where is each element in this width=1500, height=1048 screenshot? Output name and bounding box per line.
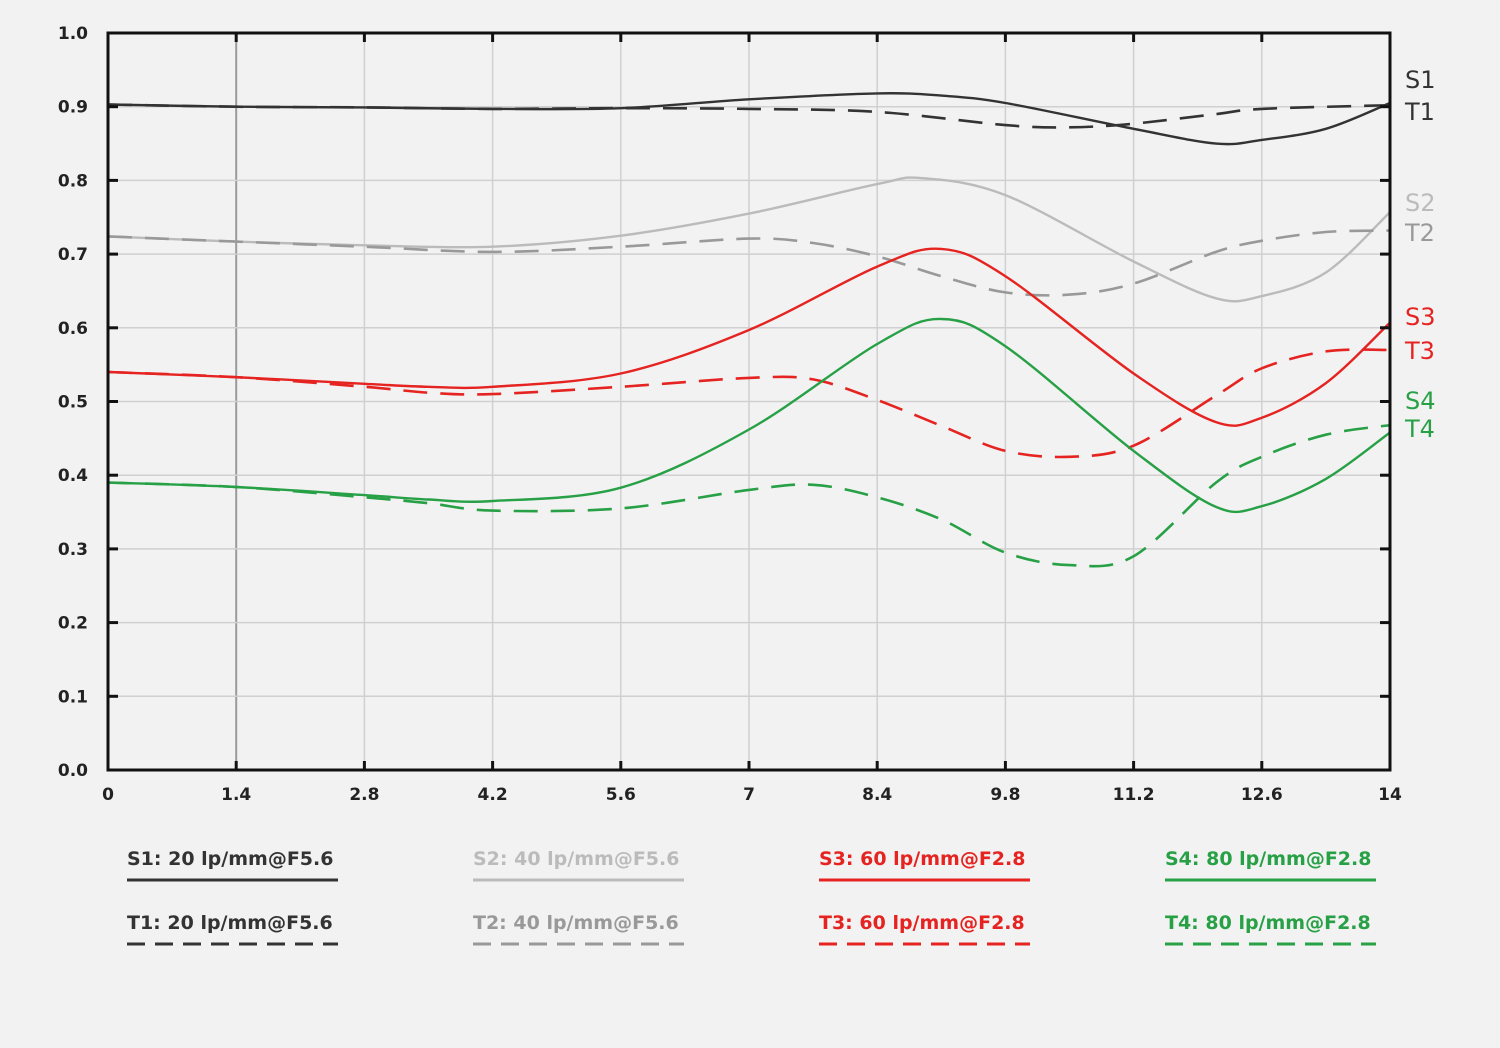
- series-line-s4: [107, 317, 1391, 514]
- series-line-s2: [107, 176, 1391, 303]
- series-line-t3: [107, 348, 1391, 459]
- x-tick-label: 1.4: [221, 785, 251, 805]
- y-tick-label: 0.9: [58, 98, 88, 118]
- x-tick-label: 9.8: [990, 785, 1020, 805]
- y-tick-label: 0.6: [58, 319, 88, 339]
- series-line-t1: [107, 103, 1391, 129]
- y-tick-label: 0.2: [58, 614, 88, 634]
- series-line-s1: [107, 92, 1391, 146]
- series-lines: [107, 92, 1391, 568]
- legend: S1: 20 lp/mm@F5.6 T1: 20 lp/mm@F5.6 S2: 40…: [127, 848, 1376, 946]
- end-label-s4: S4: [1405, 387, 1436, 415]
- y-tick-label: 1.0: [58, 24, 88, 44]
- x-tick-label: 0: [102, 785, 114, 805]
- end-label-t4: T4: [1404, 415, 1435, 443]
- grid: [108, 33, 1390, 770]
- end-label-s2: S2: [1405, 189, 1436, 217]
- legend-label-t2: T2: 40 lp/mm@F5.6: [473, 912, 679, 934]
- legend-label-s3: S3: 60 lp/mm@F2.8: [819, 848, 1025, 870]
- legend-label-s1: S1: 20 lp/mm@F5.6: [127, 848, 333, 870]
- axis-ticks: 0 1.4 2.8 4.2 5.6 7 8.4 9.8 11.2 12.6 14 0.0 0.1 0.2 0…: [58, 24, 1402, 805]
- end-label-s3: S3: [1405, 303, 1436, 331]
- legend-label-t4: T4: 80 lp/mm@F2.8: [1165, 912, 1371, 934]
- end-label-s1: S1: [1405, 66, 1436, 94]
- end-label-t3: T3: [1404, 337, 1435, 365]
- x-tick-label: 12.6: [1241, 785, 1283, 805]
- y-tick-label: 0.7: [58, 245, 88, 265]
- legend-label-t1: T1: 20 lp/mm@F5.6: [127, 912, 333, 934]
- x-tick-label: 11.2: [1113, 785, 1155, 805]
- y-tick-label: 0.0: [58, 761, 88, 781]
- series-line-s3: [107, 247, 1391, 427]
- y-tick-label: 0.5: [58, 393, 88, 413]
- y-tick-label: 0.4: [58, 466, 88, 486]
- x-tick-label: 5.6: [606, 785, 636, 805]
- series-line-t4: [107, 423, 1391, 568]
- x-tick-label: 2.8: [349, 785, 379, 805]
- y-tick-label: 0.8: [58, 171, 88, 191]
- x-tick-label: 7: [743, 785, 755, 805]
- x-tick-label: 4.2: [478, 785, 508, 805]
- legend-label-s2: S2: 40 lp/mm@F5.6: [473, 848, 679, 870]
- y-tick-label: 0.1: [58, 687, 88, 707]
- legend-label-s4: S4: 80 lp/mm@F2.8: [1165, 848, 1371, 870]
- x-tick-label: 14: [1378, 785, 1402, 805]
- end-label-t2: T2: [1404, 219, 1435, 247]
- x-tick-label: 8.4: [862, 785, 892, 805]
- end-label-t1: T1: [1404, 98, 1435, 126]
- y-tick-label: 0.3: [58, 540, 88, 560]
- series-line-t2: [107, 229, 1391, 297]
- legend-label-t3: T3: 60 lp/mm@F2.8: [819, 912, 1025, 934]
